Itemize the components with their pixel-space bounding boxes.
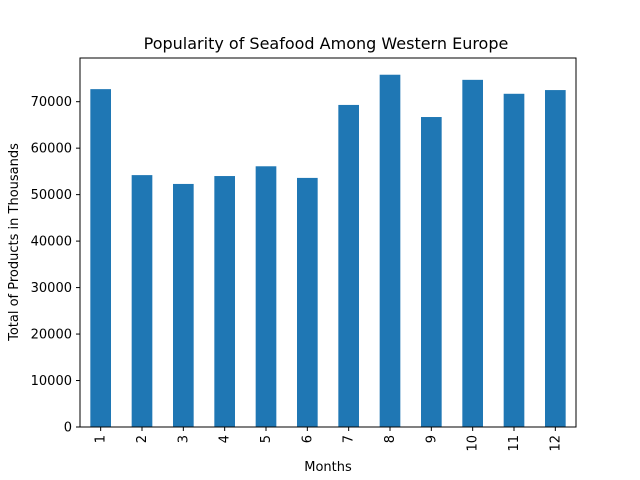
x-tick-label: 6	[300, 435, 315, 443]
bar-month-9	[421, 117, 442, 427]
bar-month-1	[90, 89, 111, 428]
y-tick-label: 30000	[31, 281, 72, 296]
bar-month-8	[379, 74, 401, 428]
y-tick-label: 50000	[31, 188, 72, 203]
x-tick-label: 9	[424, 435, 439, 443]
x-tick-label: 8	[383, 435, 398, 443]
x-tick-label: 11	[507, 435, 522, 452]
x-tick-label: 2	[135, 435, 150, 443]
x-tick-label: 10	[466, 435, 481, 452]
x-ticks-group: 1 2 3 4 5 6 7 8 9 10 11 12	[94, 427, 563, 452]
bar-month-4	[214, 176, 235, 427]
bar-month-10	[462, 79, 483, 428]
y-tick-label: 40000	[31, 235, 72, 250]
bar-month-11	[503, 93, 525, 427]
x-tick-label: 12	[548, 435, 563, 452]
x-axis-label: Months	[304, 460, 352, 475]
x-tick-label: 7	[342, 435, 357, 443]
y-tick-label: 70000	[31, 95, 72, 110]
bar-month-3	[173, 183, 194, 427]
y-tick-label: 20000	[31, 328, 72, 343]
y-axis-label: Total of Products in Thousands	[7, 143, 22, 342]
y-tick-label: 10000	[31, 374, 72, 389]
plot-area-frame	[79, 57, 577, 428]
x-tick-label: 1	[94, 435, 109, 443]
x-tick-label: 4	[218, 435, 233, 443]
x-tick-label: 5	[259, 435, 274, 443]
bar-month-12	[545, 90, 566, 428]
y-ticks-group: 0 10000 20000 30000 40000 50000 60000 70000	[31, 95, 80, 436]
bars-group	[90, 74, 566, 428]
bar-month-6	[297, 177, 318, 427]
bar-month-7	[338, 104, 359, 427]
x-tick-label: 3	[176, 435, 191, 443]
chart-title: Popularity of Seafood Among Western Euro…	[144, 34, 509, 53]
y-tick-label: 0	[64, 421, 72, 436]
bar-month-5	[255, 166, 277, 427]
bar-month-2	[131, 175, 153, 427]
y-tick-label: 60000	[31, 142, 72, 157]
